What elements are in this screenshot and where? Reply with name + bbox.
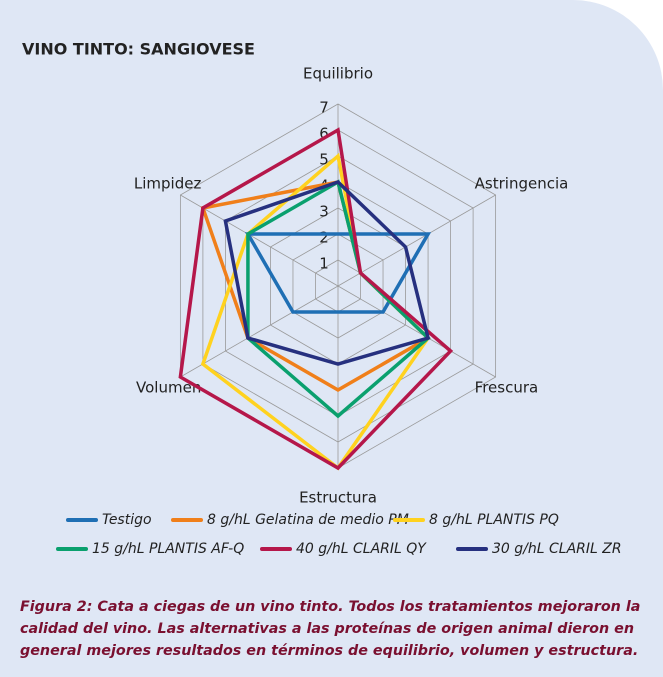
- legend-label: 40 g/hL CLARIL QY: [296, 541, 427, 557]
- r-tick-label: 6: [319, 125, 329, 143]
- spoke: [337, 194, 496, 287]
- r-tick-label: 2: [319, 229, 329, 247]
- r-tick-label: 5: [319, 151, 329, 169]
- series-line: [178, 127, 454, 471]
- spoke: [180, 194, 339, 287]
- legend-label: 8 g/hL PLANTIS PQ: [429, 512, 559, 528]
- series-line: [223, 179, 431, 366]
- legend-label: 30 g/hL CLARIL ZR: [492, 541, 622, 557]
- legend-label: 15 g/hL PLANTIS AF-Q: [92, 541, 244, 557]
- axis-label: Limpidez: [134, 175, 202, 193]
- r-tick-label: 1: [319, 255, 329, 273]
- r-tick-label: 7: [319, 99, 329, 117]
- chart-title: VINO TINTO: SANGIOVESE: [22, 40, 255, 59]
- chart: VINO TINTO: SANGIOVESE Equilibrio Astring…: [22, 40, 622, 558]
- caption: Figura 2: Cata a ciegas de un vino tinto…: [20, 599, 641, 659]
- r-tick-label: 3: [319, 203, 329, 221]
- legend-label: 8 g/hL Gelatina de medio PM: [207, 512, 409, 528]
- spoke: [337, 285, 496, 378]
- spoke: [180, 285, 339, 378]
- axis-label: Frescura: [475, 379, 539, 397]
- axis-label: Estructura: [299, 489, 377, 507]
- legend-label: Testigo: [102, 512, 152, 528]
- axis-label: Equilibrio: [303, 65, 373, 83]
- axis-label: Volumen: [136, 379, 201, 397]
- axis-label: Astringencia: [475, 175, 569, 193]
